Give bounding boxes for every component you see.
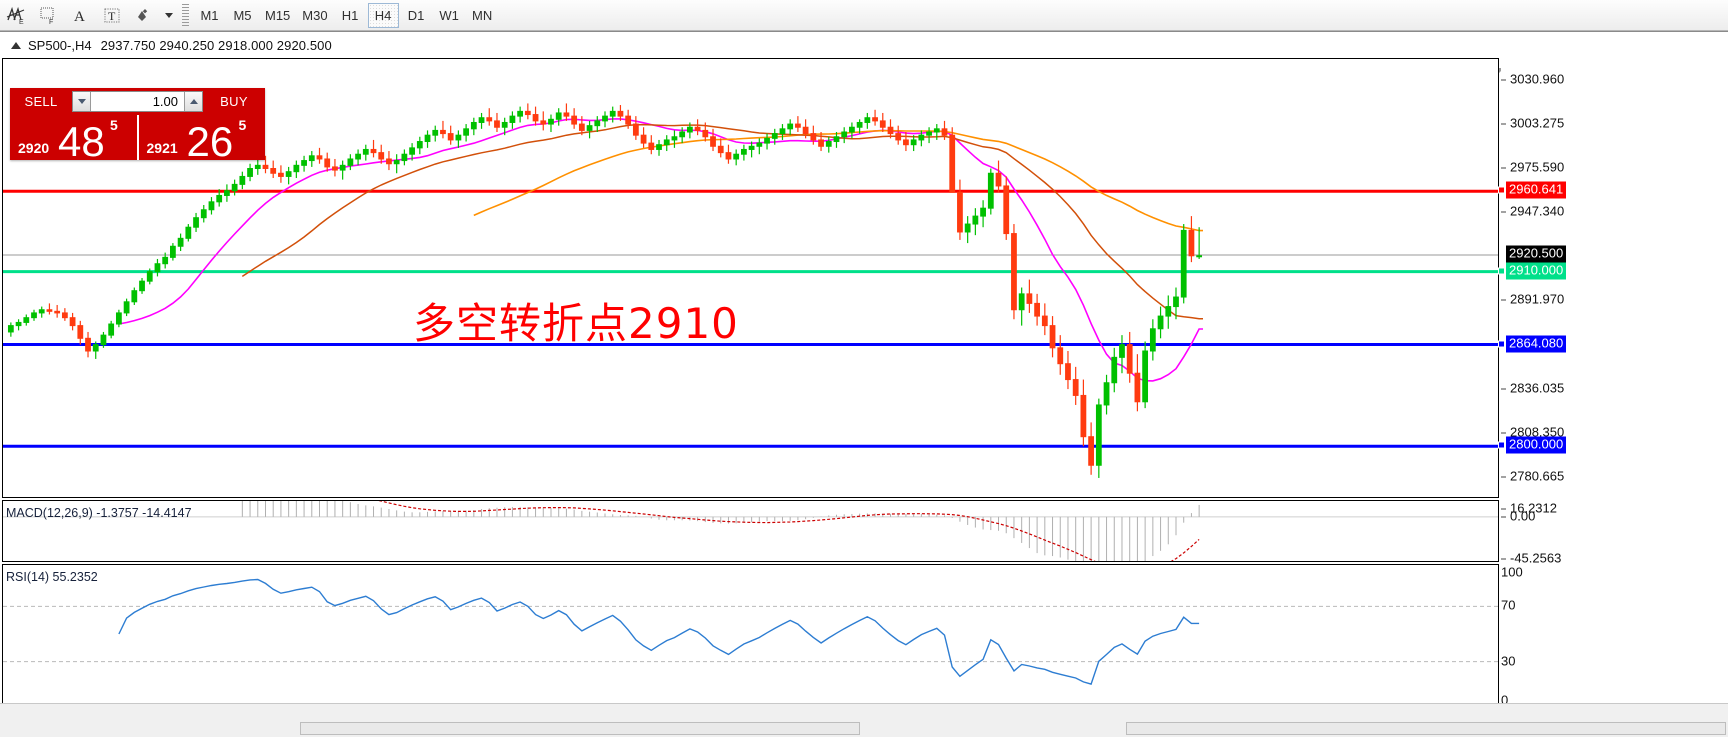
- volume-stepper[interactable]: 1.00: [72, 91, 203, 112]
- chevron-down-icon: [77, 99, 86, 104]
- axis-tick-label: 3030.960: [1510, 71, 1565, 87]
- chevron-up-icon: [189, 99, 198, 104]
- sell-button[interactable]: SELL: [24, 94, 58, 109]
- buy-quote[interactable]: 2921 26 5: [136, 115, 266, 161]
- objects-icon[interactable]: F: [33, 2, 63, 29]
- price-tick-4: 2891.970: [1501, 292, 1564, 307]
- axis-tick-label: 2780.665: [1510, 468, 1565, 484]
- text-label-icon[interactable]: T: [97, 2, 127, 29]
- chart-window: SP500-,H4 2937.750 2940.250 2918.000 292…: [0, 31, 1728, 737]
- price-level-badge-4[interactable]: 2800.000: [1506, 436, 1567, 454]
- svg-text:A: A: [74, 9, 85, 25]
- text-icon[interactable]: A: [65, 2, 95, 29]
- axis-tick-label: 2975.590: [1510, 159, 1565, 175]
- sell-price-point: 5: [110, 117, 118, 133]
- timeframe-m1[interactable]: M1: [200, 7, 219, 23]
- svg-text:T: T: [108, 9, 116, 23]
- macd-axis: 16.2312 0.00 -45.2563: [1501, 500, 1728, 566]
- buy-price-point: 5: [238, 117, 247, 133]
- svg-text:E: E: [19, 19, 24, 25]
- macd-tick-1: 0.00: [1501, 508, 1535, 523]
- axis-tick-label: 16.2312: [1510, 500, 1557, 516]
- sell-quote[interactable]: 2920 48 5: [10, 115, 137, 160]
- price-level-0-drag-handle[interactable]: [1498, 186, 1505, 194]
- one-click-trading-panel[interactable]: SELL 1.00 BUY 2920 48 5 2921 26 5: [10, 88, 265, 160]
- price-level-badge-1[interactable]: 2920.500: [1506, 245, 1567, 263]
- price-tick-2: 2975.590: [1501, 159, 1564, 174]
- rsi-tick-2: 30: [1501, 653, 1515, 668]
- axis-tick-label: 0: [1501, 692, 1509, 708]
- axis-tick-label: 3003.275: [1510, 115, 1565, 131]
- price-tick-5: 2836.035: [1501, 381, 1564, 396]
- rsi-indicator-label: RSI(14) 55.2352: [6, 570, 98, 584]
- collapse-triangle-icon[interactable]: [11, 42, 21, 49]
- octp-header: SELL 1.00 BUY: [10, 88, 265, 115]
- svg-text:F: F: [49, 19, 53, 25]
- price-tick-7: 2780.665: [1501, 468, 1564, 483]
- timeframe-h1[interactable]: H1: [341, 7, 359, 23]
- buy-price-main: 26: [186, 118, 234, 161]
- axis-tick-label: 2836.035: [1510, 380, 1565, 396]
- price-tick-1: 3003.275: [1501, 115, 1564, 130]
- macd-tick-0: 16.2312: [1501, 501, 1557, 516]
- sell-price-main: 48: [58, 118, 105, 161]
- timeframe-m15[interactable]: M15: [265, 7, 291, 23]
- rsi-tick-1: 70: [1501, 598, 1515, 613]
- price-level-badge-3[interactable]: 2864.080: [1506, 335, 1567, 353]
- axis-tick-label: 70: [1501, 597, 1516, 613]
- horizontal-scrollbar-right[interactable]: [1126, 722, 1726, 735]
- timeframe-h4[interactable]: H4: [367, 2, 399, 28]
- symbol-label: SP500-,H4: [28, 38, 92, 53]
- drawings-dropdown-icon[interactable]: [161, 2, 177, 29]
- timeframe-d1[interactable]: D1: [407, 7, 425, 23]
- axis-tick-label: 100: [1501, 564, 1523, 580]
- macd-pane[interactable]: [2, 500, 1499, 562]
- price-level-3-drag-handle[interactable]: [1498, 340, 1505, 348]
- rsi-tick-3: 0: [1501, 693, 1508, 708]
- rsi-pane[interactable]: [2, 564, 1499, 704]
- volume-increase-button[interactable]: [184, 92, 202, 111]
- macd-indicator-label: MACD(12,26,9) -1.3757 -14.4147: [6, 506, 192, 520]
- sell-price-integer: 2920: [18, 140, 50, 156]
- timeframe-m5[interactable]: M5: [233, 7, 252, 23]
- price-level-badge-2[interactable]: 2910.000: [1506, 262, 1567, 280]
- price-tick-3: 2947.340: [1501, 204, 1564, 219]
- volume-input[interactable]: 1.00: [152, 94, 178, 109]
- price-level-2-drag-handle[interactable]: [1498, 267, 1505, 275]
- axis-tick-label: 2947.340: [1510, 203, 1565, 219]
- buy-price-integer: 2921: [146, 140, 178, 156]
- ohlc-values: 2937.750 2940.250 2918.000 2920.500: [100, 38, 332, 53]
- timeframe-w1[interactable]: W1: [439, 7, 459, 23]
- axis-tick-label: 0.00: [1510, 508, 1536, 524]
- price-axis[interactable]: 3030.960 3003.275 2975.590 2947.340 2891.970…: [1498, 58, 1728, 498]
- timeframe-m30[interactable]: M30: [302, 7, 328, 23]
- macd-tick-2: -45.2563: [1501, 551, 1561, 566]
- axis-tick-label: -45.2563: [1510, 550, 1562, 566]
- toolbar-grip[interactable]: [182, 4, 189, 26]
- chart-toolbar: E F A T: [0, 0, 1728, 31]
- chart-annotation-text: 多空转折点2910: [413, 299, 739, 348]
- axis-tick-label: 2891.970: [1510, 291, 1565, 307]
- rsi-axis: 100 70 30 0: [1501, 564, 1728, 708]
- indicators-icon[interactable]: E: [1, 2, 31, 29]
- chart-title-bar: SP500-,H4 2937.750 2940.250 2918.000 292…: [2, 36, 1726, 55]
- price-level-4-drag-handle[interactable]: [1498, 441, 1505, 449]
- octp-quotes: 2920 48 5 2921 26 5: [10, 115, 265, 160]
- volume-decrease-button[interactable]: [73, 92, 91, 111]
- drawings-icon[interactable]: [129, 2, 159, 29]
- axis-tick-label: 2808.350: [1510, 424, 1565, 440]
- price-tick-0: 3030.960: [1501, 71, 1564, 86]
- horizontal-scrollbar-left[interactable]: [300, 722, 860, 735]
- price-tick-6: 2808.350: [1501, 424, 1564, 439]
- timeframe-mn[interactable]: MN: [471, 7, 493, 23]
- bottom-strip: [0, 703, 1728, 737]
- axis-tick-label: 30: [1501, 653, 1516, 669]
- price-level-badge-0[interactable]: 2960.641: [1506, 181, 1567, 199]
- rsi-tick-0: 100: [1501, 565, 1523, 580]
- buy-button[interactable]: BUY: [220, 94, 248, 109]
